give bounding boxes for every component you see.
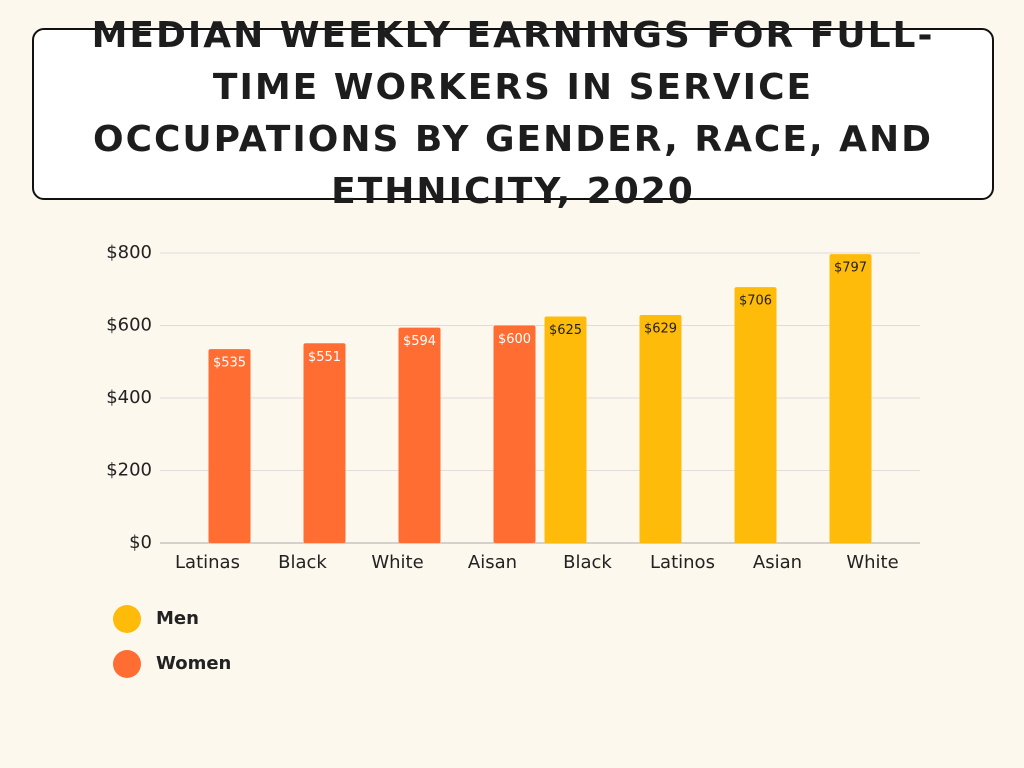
- value-label: $594: [403, 334, 436, 349]
- value-label: $551: [308, 350, 341, 365]
- legend-swatch: [113, 605, 141, 633]
- y-tick-label: $800: [106, 242, 152, 263]
- value-label: $797: [834, 261, 867, 276]
- y-tick-label: $200: [106, 460, 152, 481]
- legend-label: Women: [156, 653, 231, 674]
- x-tick-label: Latinas: [175, 552, 240, 573]
- legend-swatch: [113, 650, 141, 678]
- x-tick-label: Latinos: [650, 552, 715, 573]
- y-tick-label: $400: [106, 387, 152, 408]
- bar: [734, 287, 777, 543]
- value-label: $706: [739, 294, 772, 309]
- y-tick-label: $0: [129, 532, 152, 553]
- bar: [639, 314, 682, 543]
- x-tick-label: White: [846, 552, 898, 573]
- bar: [398, 327, 441, 543]
- value-label: $625: [549, 323, 582, 338]
- bar: [303, 343, 346, 543]
- bar: [493, 325, 536, 543]
- value-label: $535: [213, 356, 246, 371]
- y-tick-label: $600: [106, 315, 152, 336]
- x-tick-label: Aisan: [468, 552, 517, 573]
- bar: [208, 349, 251, 543]
- title-box: Median Weekly Earnings for Full-Time Wor…: [32, 15, 994, 212]
- chart-title: Median Weekly Earnings for Full-Time Wor…: [91, 15, 935, 212]
- bar: [544, 316, 587, 543]
- x-tick-label: Asian: [753, 552, 802, 573]
- x-tick-label: Black: [563, 552, 612, 573]
- bar: [829, 254, 872, 543]
- value-label: $600: [498, 332, 531, 347]
- x-tick-label: Black: [278, 552, 327, 573]
- legend-label: Men: [156, 608, 199, 629]
- value-label: $629: [644, 321, 677, 336]
- x-tick-label: White: [371, 552, 423, 573]
